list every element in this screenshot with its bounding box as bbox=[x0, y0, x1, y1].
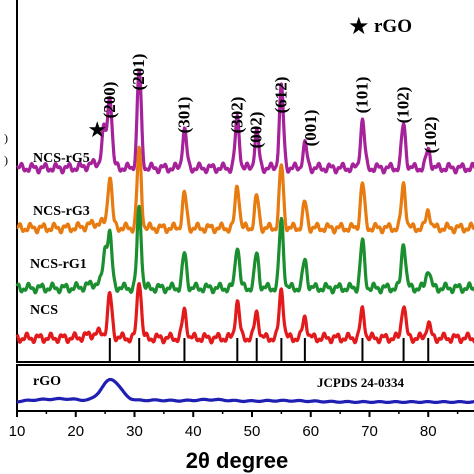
reference-lines bbox=[108, 338, 430, 362]
star-icon: ★ bbox=[87, 117, 107, 142]
series-label-rgo: rGO bbox=[33, 374, 61, 389]
series-label-ncs-rg5: NCS-rG5 bbox=[33, 151, 90, 166]
series-line-ncs-rg5 bbox=[16, 69, 474, 175]
peak-label: (102) bbox=[421, 117, 440, 154]
series-line-rgo bbox=[17, 377, 474, 404]
x-tick-label: 30 bbox=[126, 423, 143, 440]
bottom-panel-frame bbox=[16, 364, 474, 412]
x-tick-label: 20 bbox=[67, 423, 84, 440]
jcpds-reference-text: JCPDS 24-0334 bbox=[317, 375, 405, 390]
top-panel-ytick-fragment: ) bbox=[4, 153, 8, 167]
x-tick-label: 70 bbox=[361, 423, 378, 440]
legend-star-icon: ★ bbox=[348, 13, 370, 40]
series-line-ncs bbox=[15, 282, 474, 345]
series-line-ncs-rg1 bbox=[15, 204, 474, 295]
series-line-ncs-rg3 bbox=[16, 145, 474, 235]
top-series-group bbox=[15, 69, 474, 345]
rgo-star-marker: ★ bbox=[87, 117, 107, 142]
top-panel-frame bbox=[16, 0, 474, 363]
peak-label: (302) bbox=[227, 97, 246, 134]
x-axis: 10203040506070809 bbox=[9, 411, 459, 440]
peak-label: (002) bbox=[247, 112, 266, 149]
top-panel: (200) (201) (301) (302) (002) (612) (001) (101)… bbox=[4, 0, 474, 363]
peak-label: (001) bbox=[301, 110, 320, 147]
peak-label: (200) bbox=[100, 82, 119, 119]
x-tick-label: 60 bbox=[302, 423, 319, 440]
legend: ★ rGO bbox=[348, 13, 412, 40]
x-tick-label: 10 bbox=[9, 423, 26, 440]
peak-label: (101) bbox=[352, 77, 371, 114]
peak-label: (201) bbox=[129, 54, 148, 91]
series-label-ncs-rg1: NCS-rG1 bbox=[30, 257, 87, 272]
x-tick-label: 80 bbox=[420, 423, 437, 440]
x-axis-label: 2θ degree bbox=[186, 448, 288, 473]
peak-label: (301) bbox=[174, 97, 193, 134]
bottom-series-group bbox=[17, 377, 474, 404]
series-label-ncs: NCS bbox=[30, 303, 58, 318]
legend-label: rGO bbox=[374, 16, 412, 37]
series-labels: NCS-rG5 NCS-rG3 NCS-rG1 NCS bbox=[30, 151, 90, 318]
bottom-panel: rGO JCPDS 24-0334 bbox=[16, 364, 474, 412]
top-panel-ytick-fragment: ) bbox=[4, 131, 8, 145]
series-label-ncs-rg3: NCS-rG3 bbox=[33, 204, 90, 219]
peak-label: (102) bbox=[394, 87, 413, 124]
x-tick-label: 50 bbox=[244, 423, 261, 440]
x-tick-label: 40 bbox=[185, 423, 202, 440]
peak-labels: (200) (201) (301) (302) (002) (612) (001) (101)… bbox=[100, 54, 440, 154]
peak-label: (612) bbox=[271, 77, 290, 114]
